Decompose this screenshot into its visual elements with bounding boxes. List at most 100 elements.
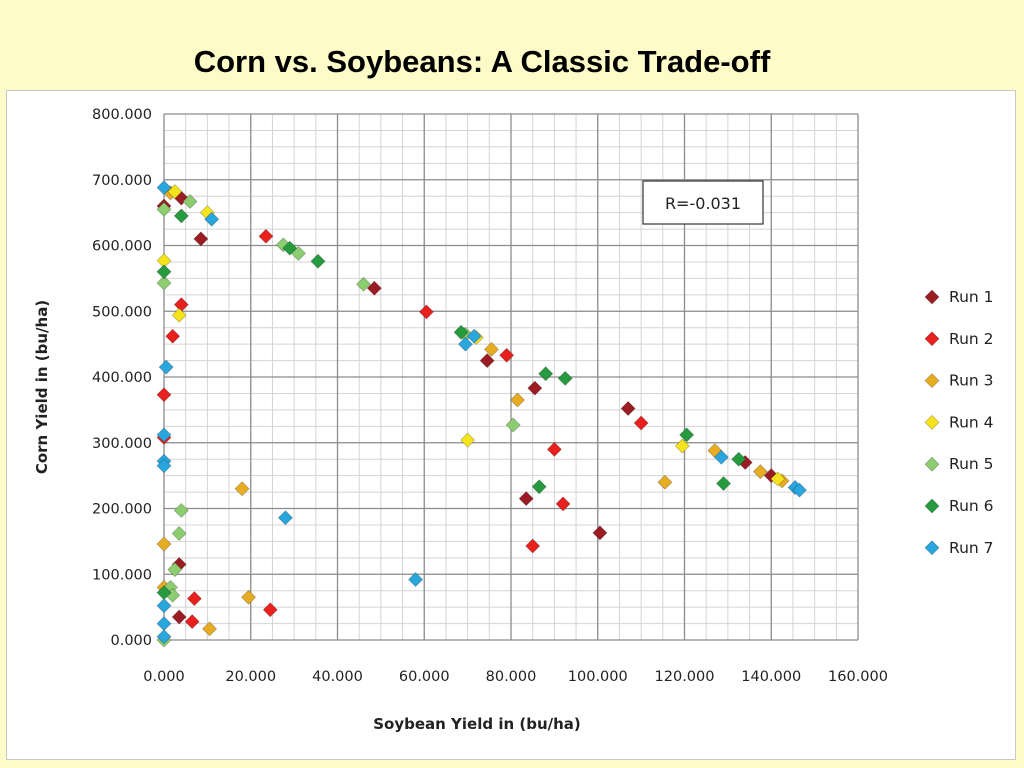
legend-entry: Run 6 bbox=[949, 497, 994, 515]
data-point bbox=[555, 496, 571, 512]
legend-entry: Run 2 bbox=[949, 330, 994, 348]
data-point bbox=[518, 491, 534, 507]
data-point bbox=[674, 438, 690, 454]
data-point bbox=[171, 609, 187, 625]
correlation-label: R=-0.031 bbox=[665, 194, 741, 213]
y-tick-label: 700.000 bbox=[92, 173, 152, 189]
data-point bbox=[158, 359, 174, 375]
legend-marker bbox=[924, 456, 940, 472]
data-point bbox=[241, 589, 257, 605]
data-point bbox=[156, 427, 172, 443]
data-point bbox=[204, 211, 220, 227]
data-point bbox=[156, 598, 172, 614]
series-4 bbox=[156, 184, 786, 487]
legend: Run 1 Run 2 Run 3 Run 4 Run 5 Run 6 Run 7 bbox=[924, 288, 994, 557]
data-point bbox=[165, 328, 181, 344]
data-point bbox=[193, 231, 209, 247]
y-axis-ticks: 0.000 100.000 200.000 300.000 400.000 500.000… bbox=[92, 107, 152, 649]
data-point bbox=[546, 441, 562, 457]
x-tick-label: 0.000 bbox=[143, 669, 185, 685]
data-point bbox=[156, 629, 172, 645]
data-point bbox=[457, 336, 474, 352]
data-point bbox=[156, 536, 172, 552]
data-point bbox=[657, 474, 673, 490]
data-point bbox=[460, 432, 476, 448]
data-point bbox=[509, 392, 526, 408]
major-gridlines bbox=[163, 113, 859, 641]
data-point bbox=[173, 502, 189, 519]
legend-marker bbox=[924, 289, 940, 305]
data-point bbox=[731, 451, 747, 467]
data-point bbox=[366, 280, 382, 296]
data-point bbox=[234, 481, 250, 497]
data-point bbox=[466, 328, 482, 344]
data-point bbox=[258, 228, 274, 244]
data-point bbox=[184, 614, 200, 630]
x-tick-label: 40.000 bbox=[312, 669, 363, 685]
data-point bbox=[282, 240, 298, 256]
data-point bbox=[752, 464, 768, 480]
series-3 bbox=[156, 185, 790, 637]
data-point bbox=[633, 415, 649, 431]
data-point bbox=[479, 352, 495, 369]
data-point bbox=[156, 275, 172, 291]
data-point bbox=[171, 525, 187, 542]
data-point bbox=[171, 307, 187, 323]
data-point bbox=[156, 264, 172, 280]
data-point bbox=[182, 193, 198, 210]
data-point bbox=[770, 471, 786, 487]
data-point bbox=[156, 458, 172, 474]
y-tick-label: 500.000 bbox=[92, 304, 152, 320]
y-tick-label: 100.000 bbox=[92, 567, 152, 583]
y-tick-label: 300.000 bbox=[92, 436, 152, 452]
data-point bbox=[173, 208, 189, 224]
data-point bbox=[538, 366, 554, 382]
data-point bbox=[505, 417, 521, 433]
legend-marker bbox=[924, 498, 940, 514]
data-point bbox=[499, 347, 515, 363]
data-point bbox=[525, 538, 541, 554]
y-tick-label: 0.000 bbox=[110, 633, 152, 649]
x-tick-label: 100.000 bbox=[568, 669, 628, 685]
correlation-annotation: R=-0.031 bbox=[642, 180, 764, 225]
legend-marker bbox=[924, 331, 940, 347]
legend-entry: Run 5 bbox=[949, 455, 994, 473]
data-point bbox=[355, 276, 372, 292]
data-point bbox=[679, 427, 695, 443]
scatter-chart: 0.000 20.000 40.000 60.000 80.000 100.000 120.… bbox=[33, 107, 994, 733]
legend-marker bbox=[924, 540, 940, 556]
series-6 bbox=[156, 208, 747, 601]
data-point bbox=[408, 571, 424, 588]
x-tick-label: 160.000 bbox=[828, 669, 888, 685]
x-tick-label: 80.000 bbox=[486, 669, 537, 685]
x-axis-title: Soybean Yield in (bu/ha) bbox=[373, 715, 581, 733]
data-point bbox=[620, 400, 636, 417]
x-tick-label: 140.000 bbox=[741, 669, 801, 685]
series-2 bbox=[156, 228, 649, 630]
data-point bbox=[156, 180, 172, 196]
legend-marker bbox=[924, 414, 940, 430]
y-axis-title: Corn Yield in (bu/ha) bbox=[33, 300, 51, 474]
y-tick-label: 600.000 bbox=[92, 239, 152, 255]
data-point bbox=[418, 304, 434, 320]
data-point bbox=[592, 525, 608, 541]
data-point bbox=[557, 370, 573, 386]
x-axis-ticks: 0.000 20.000 40.000 60.000 80.000 100.000 120.… bbox=[143, 669, 888, 685]
data-point bbox=[310, 253, 326, 269]
x-tick-label: 120.000 bbox=[655, 669, 715, 685]
x-tick-label: 60.000 bbox=[399, 669, 450, 685]
y-tick-label: 800.000 bbox=[92, 107, 152, 123]
data-point bbox=[483, 341, 500, 357]
data-point bbox=[156, 201, 172, 217]
data-point bbox=[713, 449, 729, 465]
series-7 bbox=[156, 180, 808, 645]
chart-panel: 0.000 20.000 40.000 60.000 80.000 100.000 120.… bbox=[6, 90, 1016, 760]
data-point bbox=[173, 297, 189, 313]
data-point bbox=[527, 380, 543, 396]
data-point bbox=[201, 621, 218, 637]
data-point bbox=[531, 479, 547, 495]
data-point bbox=[186, 591, 202, 607]
slide-title: Corn vs. Soybeans: A Classic Trade-off bbox=[193, 44, 771, 79]
data-point bbox=[262, 602, 278, 618]
data-point bbox=[277, 510, 294, 526]
